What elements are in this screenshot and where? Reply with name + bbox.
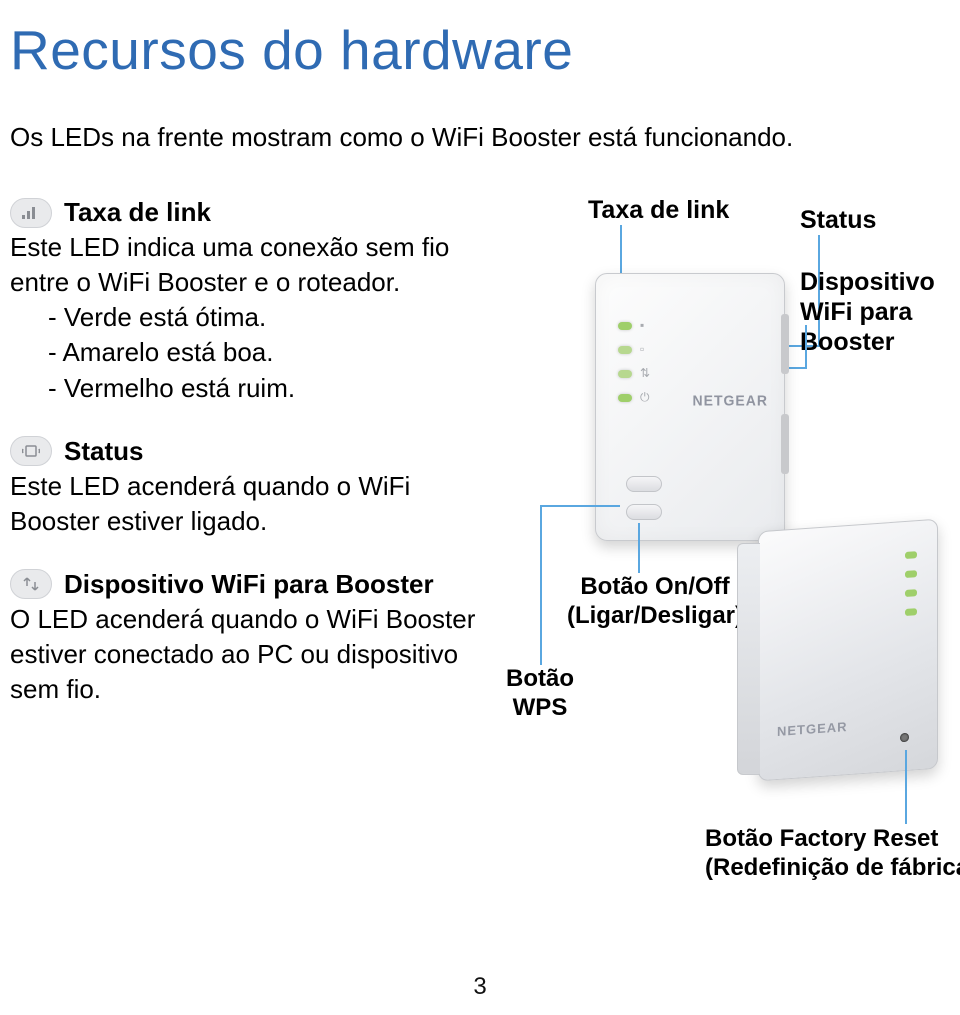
signal-icon [10,198,52,228]
arrows-icon [10,569,52,599]
line-reset [905,750,907,824]
content-row: Taxa de link Este LED indica uma conexão… [0,155,960,915]
status-icon [10,436,52,466]
linkrate-body: Este LED indica uma conexão sem fio entr… [10,230,500,300]
led-dot [618,322,632,330]
linkrate-bullet-1: - Amarelo está boa. [10,335,500,370]
callout-onoff: Botão On/Off (Ligar/Desligar) [550,573,760,631]
led-dot [905,608,917,616]
line-wps-h [540,505,620,507]
front-led-icons: ▪ ▫ ⇅ ⏻ [640,318,650,405]
wps-button [626,476,662,492]
section-linkrate: Taxa de link Este LED indica uma conexão… [10,195,500,406]
page-number: 3 [0,973,960,1001]
mini-status-icon: ▫ [640,342,650,356]
led-dot [618,370,632,378]
linkrate-bullet-0: - Verde está ótima. [10,300,500,335]
callout-wps: Botão WPS [480,665,600,723]
device-front: ▪ ▫ ⇅ ⏻ NETGEAR [595,273,785,541]
led-dot [905,551,917,559]
led-dot [618,346,632,354]
mini-power-icon: ⏻ [640,390,650,405]
brand-side: NETGEAR [777,719,848,739]
mini-arrows-icon: ⇅ [640,366,650,380]
page-title: Recursos do hardware [0,0,960,82]
brand-front: NETGEAR [693,392,768,409]
reset-hole [900,733,909,743]
device-side: NETGEAR [758,519,938,782]
status-heading: Status [64,434,143,469]
linkrate-bullet-2: - Vermelho está ruim. [10,371,500,406]
led-dot [618,394,632,402]
led-dot [905,570,917,578]
intro-text: Os LEDs na frente mostram como o WiFi Bo… [0,82,960,155]
side-leds [905,551,917,616]
led-dot [905,589,917,597]
onoff-button [626,504,662,520]
line-wps-v [540,505,542,665]
callout-status: Status [800,205,876,235]
front-led-dots [618,322,632,402]
device-heading: Dispositivo WiFi para Booster [64,567,434,602]
left-column: Taxa de link Este LED indica uma conexão… [10,195,500,915]
section-device: Dispositivo WiFi para Booster O LED acen… [10,567,500,707]
line-onoff [638,523,640,573]
line-device-v [805,325,807,369]
status-body: Este LED acenderá quando o WiFi Booster … [10,469,500,539]
callout-reset: Botão Factory Reset (Redefinição de fábr… [705,825,960,883]
mini-signal-icon: ▪ [640,318,650,332]
callout-device: Dispositivo WiFi para Booster [800,267,960,357]
callout-linkrate: Taxa de link [588,195,729,225]
section-status: Status Este LED acenderá quando o WiFi B… [10,434,500,539]
diagram-area: Taxa de link Status Dispositivo WiFi par… [510,195,950,915]
linkrate-heading: Taxa de link [64,195,211,230]
device-body: O LED acenderá quando o WiFi Booster est… [10,602,500,707]
